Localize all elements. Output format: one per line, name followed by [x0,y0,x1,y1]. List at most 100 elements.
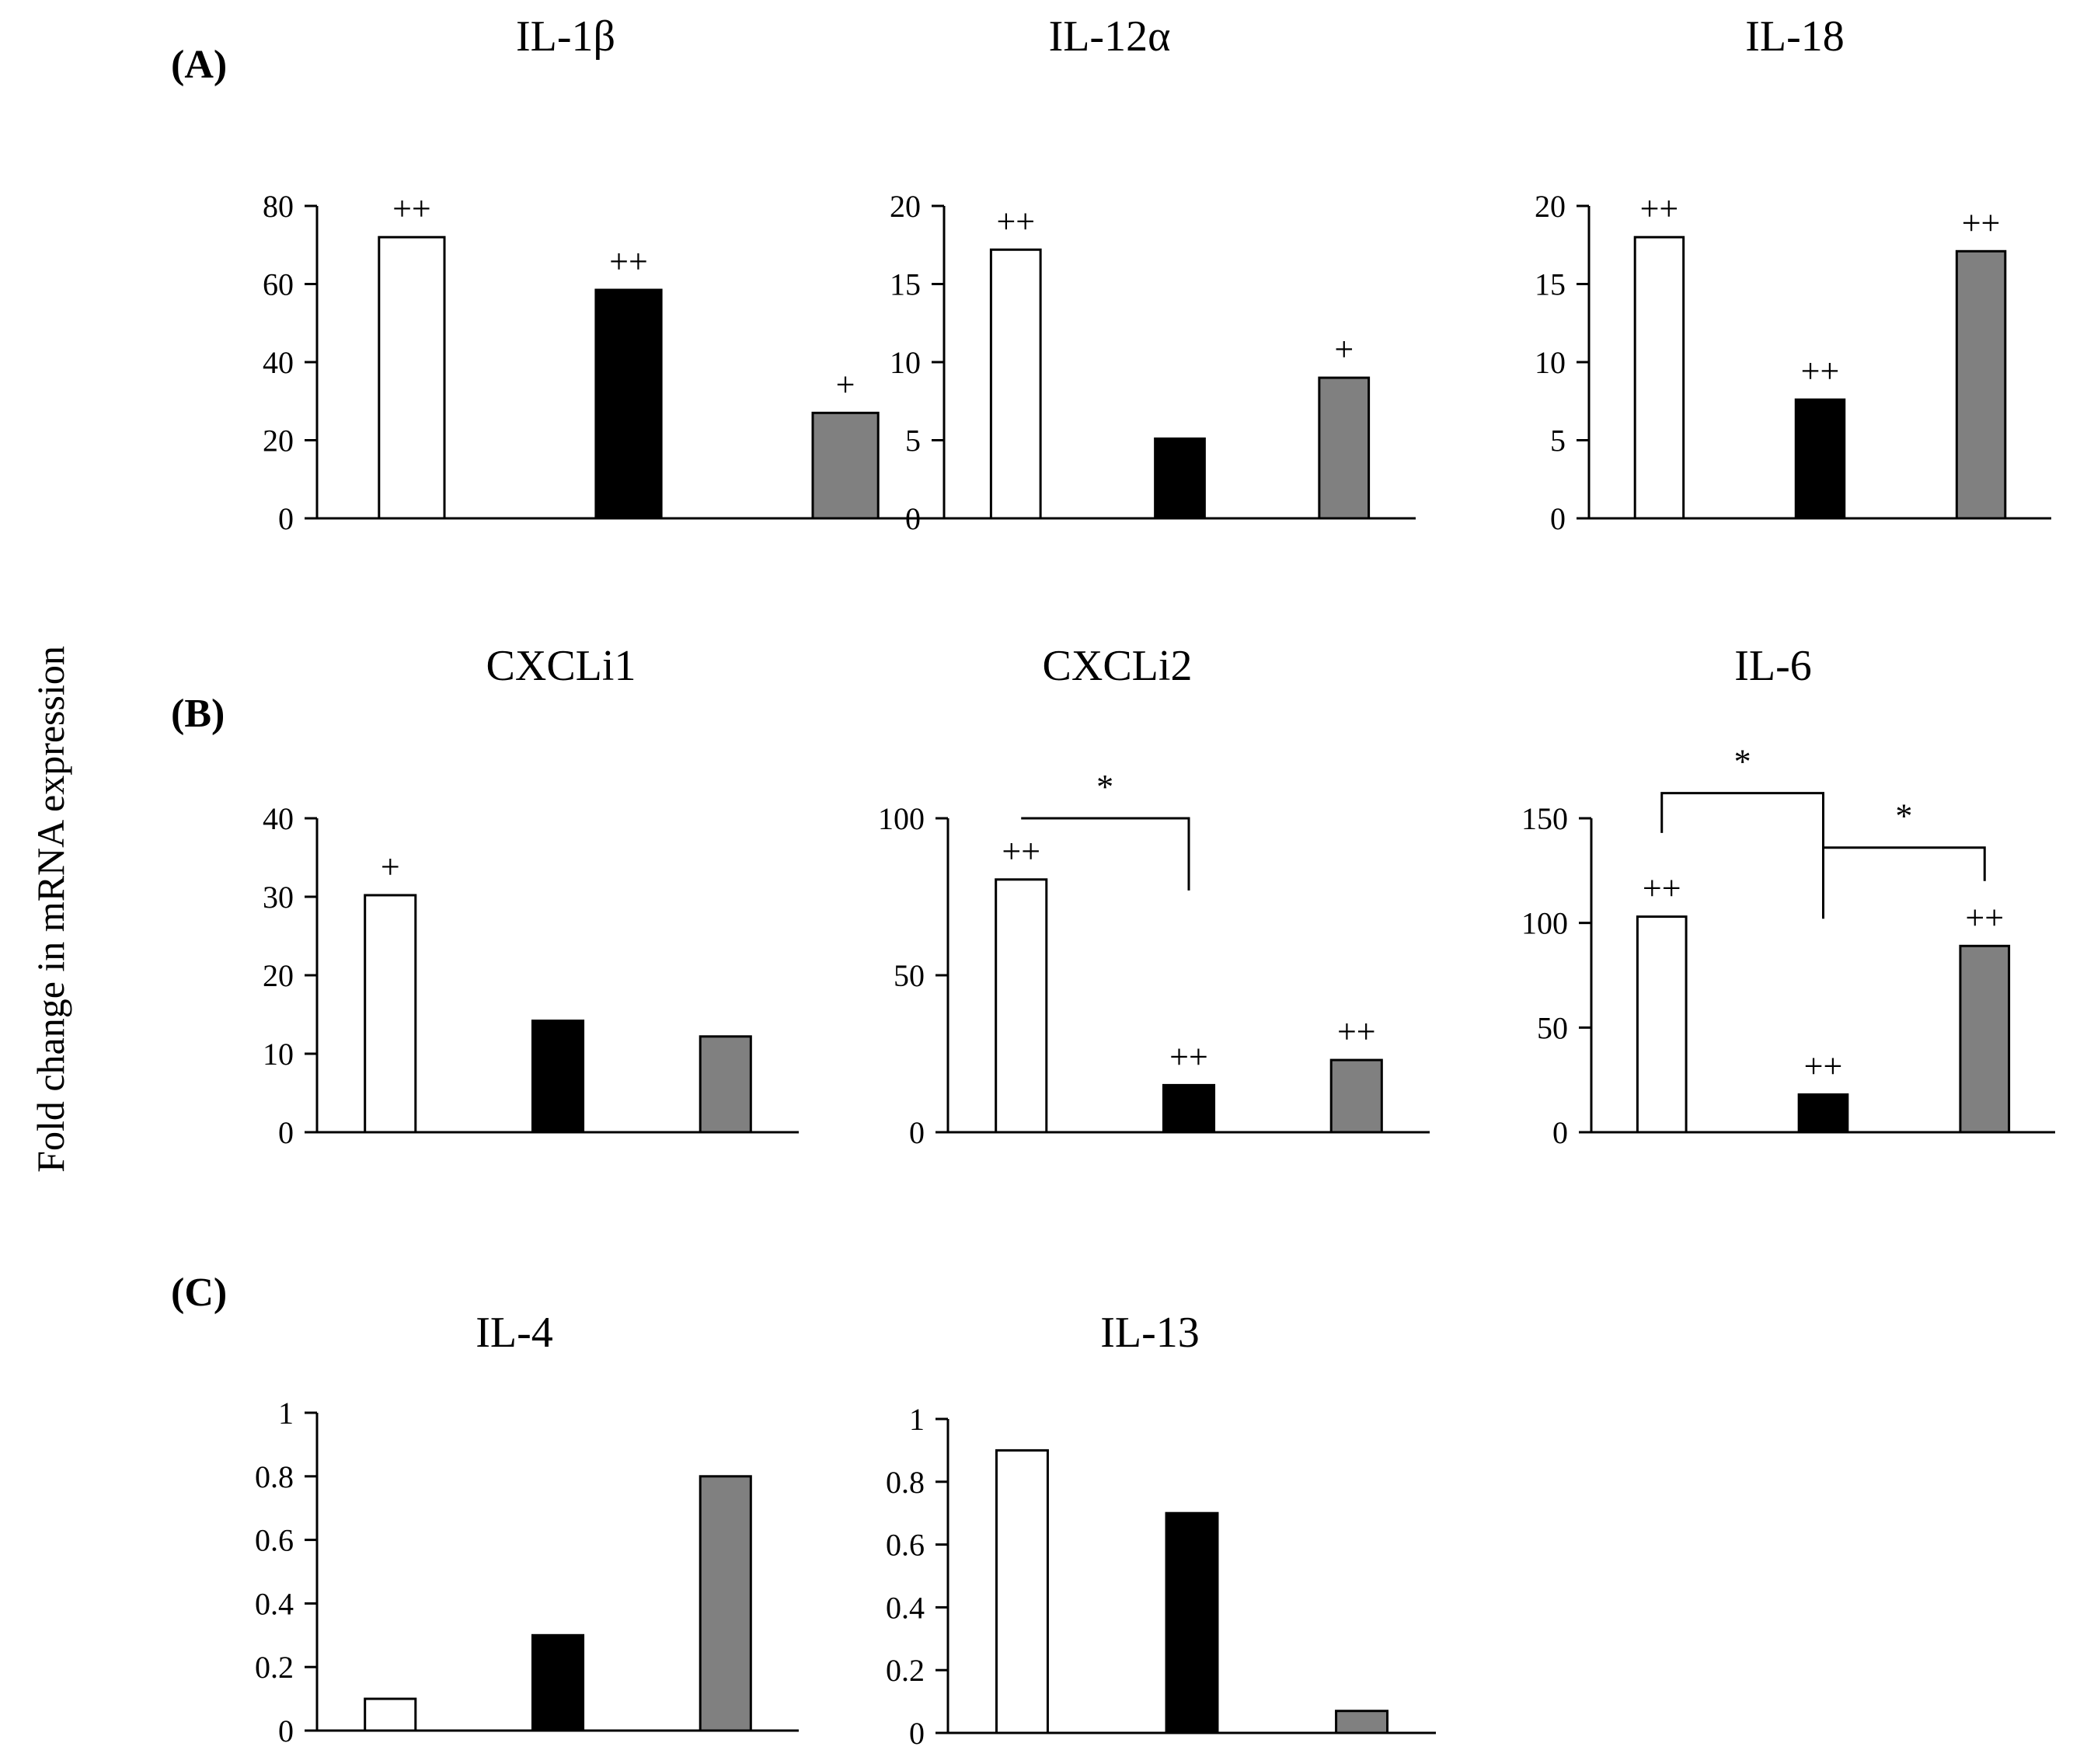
y-tick-label: 15 [1535,267,1566,302]
bar [699,1475,752,1732]
y-tick-label: 40 [263,345,294,380]
y-tick-label: 0 [1550,501,1566,536]
chart-2: IL-18 0 5 10 15 20 ++ ++ ++ [1535,12,2051,536]
chart-title: IL-18 [1745,12,1845,61]
y-tick-label: 0 [278,1713,294,1748]
significance-mark: ++ [392,190,431,228]
y-tick-label: 1 [909,1402,925,1437]
significance-mark: ++ [1643,870,1681,908]
y-tick-label: 30 [263,880,294,915]
bar [364,894,417,1134]
chart-6: IL-4 0 0.2 0.4 0.6 0.8 1 [255,1309,799,1748]
y-tick-label: 0.4 [886,1590,925,1625]
significance-bracket [1823,846,1986,881]
y-tick-label: 0.2 [886,1653,925,1688]
bar [995,1449,1049,1734]
chart-7: IL-13 0 0.2 0.4 0.6 0.8 1 [886,1309,1436,1751]
bar [1335,1710,1389,1734]
bar [1794,398,1846,520]
significance-bracket [1660,792,1824,919]
bar [1797,1093,1849,1134]
bar [1162,1083,1216,1134]
y-tick-label: 0 [278,501,294,536]
y-tick-label: 1 [278,1396,294,1431]
y-tick-label: 150 [1521,801,1568,836]
y-tick-label: 20 [1535,189,1566,224]
chart-title: IL-1β [516,12,615,61]
chart-title: CXCLi1 [486,642,636,690]
y-tick-label: 0.8 [255,1459,294,1494]
y-tick-label: 0.8 [886,1465,925,1500]
panel-label-c: (C) [171,1271,227,1315]
bar [1165,1511,1219,1734]
significance-mark: ++ [609,242,648,281]
significance-mark: + [1334,330,1354,368]
chart-3: CXCLi1 0 10 20 30 40 + [263,642,799,1150]
significance-mark: ++ [1804,1048,1843,1086]
y-tick-label: 0 [278,1115,294,1150]
panel-label-b: (B) [171,692,225,736]
significance-mark: ++ [996,202,1035,240]
y-tick-label: 15 [890,267,921,302]
bar [1633,235,1685,520]
y-axis-title: Fold change in mRNA expression [29,646,72,1173]
y-tick-label: 5 [1550,424,1566,458]
y-tick-label: 10 [263,1037,294,1072]
significance-mark: ++ [1962,204,2001,242]
y-tick-label: 0 [1552,1115,1568,1150]
chart-5: IL-6 0 50 100 150 ++ ++ ++ * * [1521,642,2055,1150]
significance-mark: ++ [1965,898,2004,936]
y-tick-label: 10 [890,345,921,380]
y-tick-label: 20 [263,424,294,458]
y-tick-label: 0 [905,501,921,536]
chart-title: IL-4 [476,1309,553,1357]
bar [1955,249,2007,520]
y-tick-label: 0 [909,1115,925,1150]
y-tick-label: 100 [1521,906,1568,941]
bar [995,878,1048,1134]
chart-title: IL-6 [1734,642,1812,690]
bar [811,411,880,520]
chart-title: IL-12α [1049,12,1171,61]
bar [531,1633,585,1732]
significance-mark: + [381,848,400,886]
y-tick-label: 100 [878,801,925,836]
y-tick-label: 60 [263,267,294,302]
y-tick-label: 0.4 [255,1586,294,1621]
bar [1329,1058,1383,1134]
y-tick-label: 0.6 [255,1523,294,1558]
chart-4: CXCLi2 0 50 100 ++ ++ ++ * [878,642,1430,1150]
y-tick-label: 80 [263,189,294,224]
significance-mark: ++ [1640,190,1679,228]
bar [1959,944,2011,1134]
significance-mark: ++ [1801,352,1840,390]
y-tick-label: 20 [263,958,294,993]
chart-title: IL-13 [1100,1309,1200,1357]
bracket-star: * [1096,768,1113,806]
y-tick-label: 20 [890,189,921,224]
significance-mark: ++ [1337,1013,1376,1051]
significance-mark: + [836,365,855,403]
bar [378,235,446,520]
significance-mark: ++ [1002,832,1040,870]
bar [594,288,663,520]
significance-mark: ++ [1169,1037,1208,1075]
bar [1154,437,1206,520]
y-tick-label: 40 [263,801,294,836]
bracket-star: * [1734,743,1751,781]
y-tick-label: 5 [905,424,921,458]
panel-label-a: (A) [171,43,227,87]
bar [364,1697,417,1732]
y-tick-label: 0.2 [255,1650,294,1685]
bar [1318,376,1371,520]
bar [699,1035,752,1134]
bar [989,248,1042,520]
y-tick-label: 0.6 [886,1528,925,1563]
bar [531,1020,585,1134]
y-tick-label: 0 [909,1716,925,1751]
y-tick-label: 10 [1535,345,1566,380]
